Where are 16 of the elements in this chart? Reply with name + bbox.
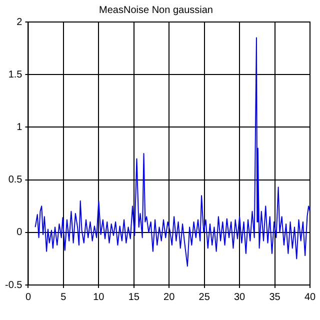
y-tick-label: 2 — [16, 16, 23, 28]
y-tick-label: 1 — [16, 122, 23, 133]
x-tick-label: 25 — [198, 292, 210, 303]
x-tick-label: 15 — [128, 292, 140, 303]
y-tick-label: 0.5 — [8, 174, 23, 186]
chart-title: MeasNoise Non gaussian — [99, 4, 213, 16]
x-tick-label: 40 — [304, 292, 316, 303]
y-tick-label: 0 — [16, 227, 23, 238]
y-tick-label: -0.5 — [4, 280, 23, 291]
x-tick-label: 5 — [60, 292, 67, 303]
x-tick-label: 0 — [25, 292, 32, 303]
x-tick-label: 35 — [269, 292, 281, 303]
x-tick-label: 20 — [164, 292, 176, 303]
y-tick-label: 1.5 — [8, 69, 23, 80]
x-tick-label: 10 — [93, 292, 105, 303]
x-tick-label: 30 — [234, 292, 246, 303]
